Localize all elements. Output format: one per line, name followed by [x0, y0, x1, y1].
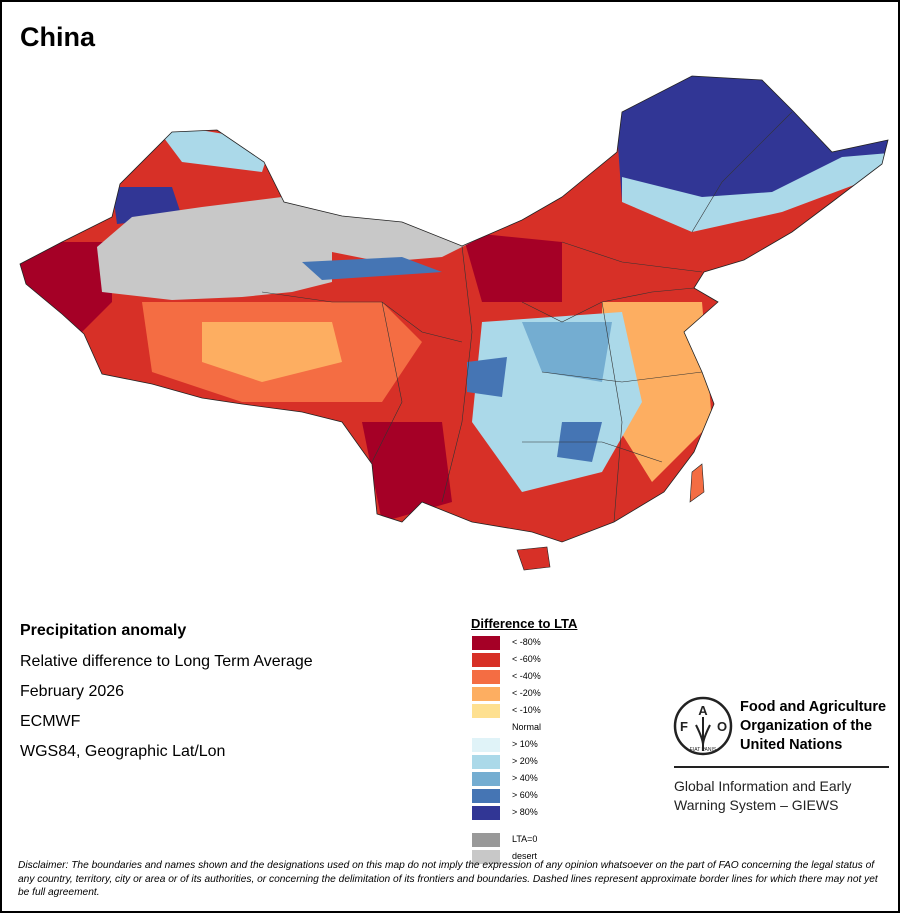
legend-swatch [472, 636, 500, 650]
legend-label: > 60% [512, 790, 538, 800]
precipitation-anomaly-map [19, 75, 889, 571]
info-subtitle: Relative difference to Long Term Average [20, 653, 313, 670]
legend-swatch [472, 687, 500, 701]
legend-swatch [472, 704, 500, 718]
legend-label: LTA=0 [512, 834, 538, 844]
taiwan-island [689, 463, 705, 503]
legend-swatch [472, 772, 500, 786]
legend-label: > 40% [512, 773, 538, 783]
legend-swatch [472, 670, 500, 684]
fao-logo-icon: A F O FIAT PANIS [673, 696, 733, 756]
map-title: China [20, 22, 96, 52]
region-wet-qilian [302, 257, 442, 280]
legend-swatch [472, 833, 500, 847]
legend-label: < -60% [512, 654, 541, 664]
china-border [19, 75, 889, 543]
legend-label: > 20% [512, 756, 538, 766]
info-source: ECMWF [20, 713, 81, 730]
giews-line1: Global Information and Early [674, 778, 852, 794]
legend-label: < -10% [512, 705, 541, 715]
legend-swatch [472, 850, 500, 864]
fao-name-line2: Organization of the [740, 718, 873, 734]
region-very-dry-yunnan [362, 422, 452, 522]
giews-line2: Warning System – GIEWS [674, 797, 839, 813]
legend-swatch [472, 806, 500, 820]
disclaimer: Disclaimer: The boundaries and names sho… [18, 860, 878, 898]
svg-text:A: A [698, 703, 708, 718]
legend-title: Difference to LTA [471, 616, 578, 631]
region-very-dry-north [462, 232, 562, 302]
info-projection: WGS84, Geographic Lat/Lon [20, 743, 226, 760]
region-wet-altai [152, 122, 272, 172]
svg-text:FIAT PANIS: FIAT PANIS [690, 747, 717, 753]
region-moderate-tibet [202, 322, 342, 382]
legend-label: < -80% [512, 637, 541, 647]
legend-label: desert [512, 851, 538, 861]
divider [674, 766, 889, 768]
hainan-island [516, 546, 551, 571]
region-very-wet-sichuan [467, 357, 507, 397]
province-boundaries [261, 111, 793, 523]
region-wet-northeast-edge [622, 152, 888, 232]
legend-swatch [472, 738, 500, 752]
legend-label: Normal [512, 722, 542, 732]
region-desert-tarim [97, 197, 332, 300]
svg-text:O: O [717, 719, 727, 734]
legend-swatch [472, 653, 500, 667]
region-wetter-central [522, 322, 612, 382]
legend-swatch [472, 789, 500, 803]
legend-label: < -20% [512, 688, 541, 698]
legend-swatch [472, 755, 500, 769]
legend-label: > 80% [512, 807, 538, 817]
legend-label: > 10% [512, 739, 538, 749]
info-heading: Precipitation anomaly [20, 622, 187, 639]
fao-name-line3: United Nations [740, 737, 843, 753]
svg-text:F: F [680, 719, 688, 734]
fao-name-line1: Food and Agriculture [740, 699, 887, 715]
legend-label: < -40% [512, 671, 541, 681]
info-period: February 2026 [20, 683, 125, 700]
